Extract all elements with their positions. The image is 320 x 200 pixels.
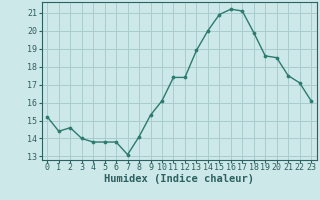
X-axis label: Humidex (Indice chaleur): Humidex (Indice chaleur) xyxy=(104,174,254,184)
